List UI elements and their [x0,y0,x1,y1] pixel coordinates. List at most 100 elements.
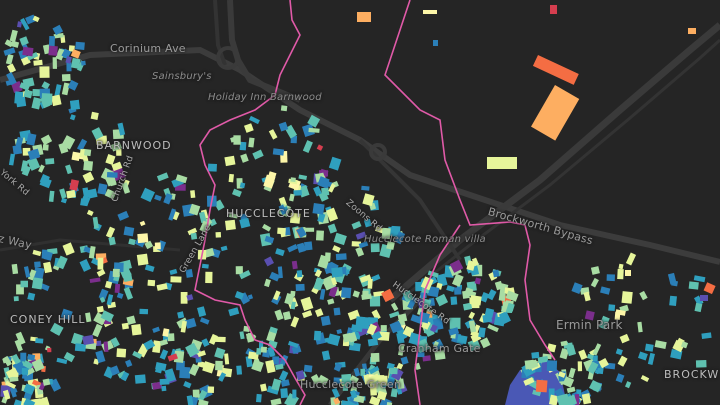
building [27,269,37,281]
building [228,212,238,219]
building [292,389,297,399]
building [192,389,200,398]
building [230,136,237,143]
building [571,282,583,294]
label-ermin-park: Ermin Park [556,318,623,332]
building [333,362,343,372]
building [85,312,92,323]
building [109,365,120,376]
building [546,360,558,372]
building [291,260,298,270]
building [121,182,131,194]
building [260,346,267,353]
building [13,399,26,405]
building [110,337,120,348]
building [328,183,336,193]
building [239,217,251,229]
building [137,233,149,244]
building [236,365,243,375]
building [701,332,712,339]
building [5,367,19,379]
building [291,345,302,355]
building [592,343,602,356]
building [188,203,201,216]
building [59,188,67,199]
building [577,361,583,372]
building [389,367,398,375]
building [214,336,226,343]
building [25,14,37,25]
building [42,144,49,151]
building [278,370,289,382]
building [362,193,375,207]
building [550,5,557,14]
building [421,319,431,330]
building [598,315,610,330]
building [537,355,549,364]
building [425,329,435,337]
building [325,207,339,222]
building [446,285,455,293]
building [606,274,615,282]
label-sainsburys: Sainsbury's [152,71,212,82]
building [170,276,182,283]
building [156,172,169,182]
building [16,284,24,295]
building [39,66,50,78]
building [201,338,210,348]
building [112,268,120,278]
building [694,295,703,306]
building [352,290,360,298]
building [278,196,287,207]
building [313,277,325,291]
building [239,269,251,280]
building [173,350,185,363]
building [97,183,108,195]
building [199,317,210,325]
building [190,190,196,199]
building [47,347,52,353]
building [117,122,126,136]
building [531,351,540,359]
building [151,381,162,390]
building [69,179,80,191]
building [355,246,365,257]
building [526,359,539,370]
building [331,387,340,399]
building [505,290,519,302]
building [532,55,579,85]
building [20,17,30,31]
building [625,252,637,266]
building [305,227,315,232]
building [88,246,96,259]
building [433,340,439,348]
building [296,270,303,278]
building [341,373,352,385]
building [4,39,14,48]
building [23,398,36,405]
building [269,271,281,282]
building [486,289,497,301]
building [289,212,301,224]
building [378,331,390,341]
building [184,317,197,329]
building [434,350,446,361]
building [312,202,325,215]
building [117,210,130,221]
building [248,137,255,148]
building [333,397,341,405]
building [31,358,45,372]
building [435,293,449,307]
building [42,378,51,386]
building [487,323,499,333]
building [126,315,136,325]
building [106,294,114,306]
building [116,148,122,156]
building [700,295,708,301]
building [180,292,188,304]
building [17,21,23,28]
parish-boundary [194,0,556,405]
building [429,324,438,333]
